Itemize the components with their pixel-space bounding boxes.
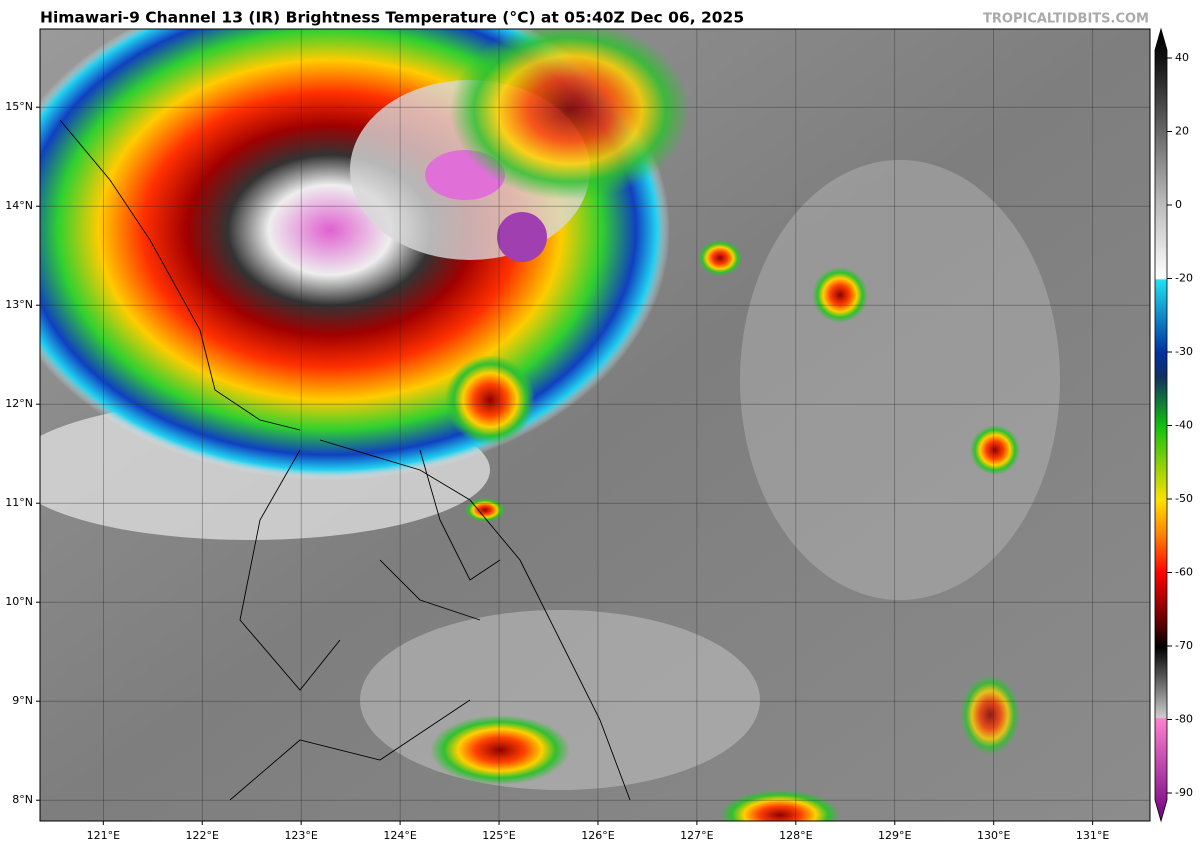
map-frame bbox=[39, 28, 1151, 822]
storm-cell bbox=[450, 29, 690, 200]
colorbar-tick-label: -60 bbox=[1175, 566, 1193, 579]
colorbar-tick-label: -30 bbox=[1175, 345, 1193, 358]
lat-tick-label: 9°N bbox=[12, 694, 33, 707]
title: Himawari-9 Channel 13 (IR) Brightness Te… bbox=[40, 9, 744, 27]
colorbar bbox=[1154, 27, 1168, 823]
lat-tick-label: 11°N bbox=[5, 496, 33, 509]
storm-cell bbox=[698, 240, 742, 276]
lon-tick-label: 124°E bbox=[383, 829, 416, 842]
graticule bbox=[40, 29, 1150, 821]
lon-tick-label: 125°E bbox=[482, 829, 515, 842]
cold-top bbox=[497, 212, 547, 262]
colorbar-tick-label: -50 bbox=[1175, 492, 1193, 505]
lon-tick-label: 129°E bbox=[878, 829, 911, 842]
lon-tick-label: 131°E bbox=[1076, 829, 1109, 842]
storm-cell bbox=[960, 675, 1020, 755]
colorbar-tick-label: -70 bbox=[1175, 639, 1193, 652]
storm-cell bbox=[465, 498, 505, 522]
colorbar-tick-label: 40 bbox=[1175, 51, 1189, 64]
colorbar-tick-label: 20 bbox=[1175, 125, 1189, 138]
storm-cell bbox=[430, 715, 570, 785]
coastline bbox=[59, 119, 631, 801]
lon-tick-label: 126°E bbox=[581, 829, 614, 842]
lon-tick-label: 123°E bbox=[284, 829, 317, 842]
storm-cell bbox=[720, 790, 840, 821]
lat-tick-label: 8°N bbox=[12, 793, 33, 806]
lon-tick-label: 130°E bbox=[977, 829, 1010, 842]
lon-tick-label: 121°E bbox=[87, 829, 120, 842]
lon-tick-label: 127°E bbox=[680, 829, 713, 842]
colorbar-tick-label: -90 bbox=[1175, 786, 1193, 799]
lat-tick-label: 12°N bbox=[5, 397, 33, 410]
storm-cell bbox=[445, 355, 535, 445]
lon-tick-label: 128°E bbox=[779, 829, 812, 842]
colorbar-tick-label: 0 bbox=[1175, 198, 1182, 211]
colorbar-tick-label: -20 bbox=[1175, 272, 1193, 285]
lat-tick-label: 14°N bbox=[5, 199, 33, 212]
lat-tick-label: 15°N bbox=[5, 100, 33, 113]
colorbar-tick-label: -40 bbox=[1175, 419, 1193, 432]
lon-tick-label: 122°E bbox=[186, 829, 219, 842]
watermark: TROPICALTIDBITS.COM bbox=[983, 12, 1149, 27]
storm-cell bbox=[812, 267, 868, 323]
lat-tick-label: 13°N bbox=[5, 298, 33, 311]
cloud-area bbox=[740, 160, 1060, 600]
lat-tick-label: 10°N bbox=[5, 595, 33, 608]
storm-cell bbox=[970, 425, 1020, 475]
imagery bbox=[40, 29, 1150, 821]
colorbar-tick-label: -80 bbox=[1175, 713, 1193, 726]
